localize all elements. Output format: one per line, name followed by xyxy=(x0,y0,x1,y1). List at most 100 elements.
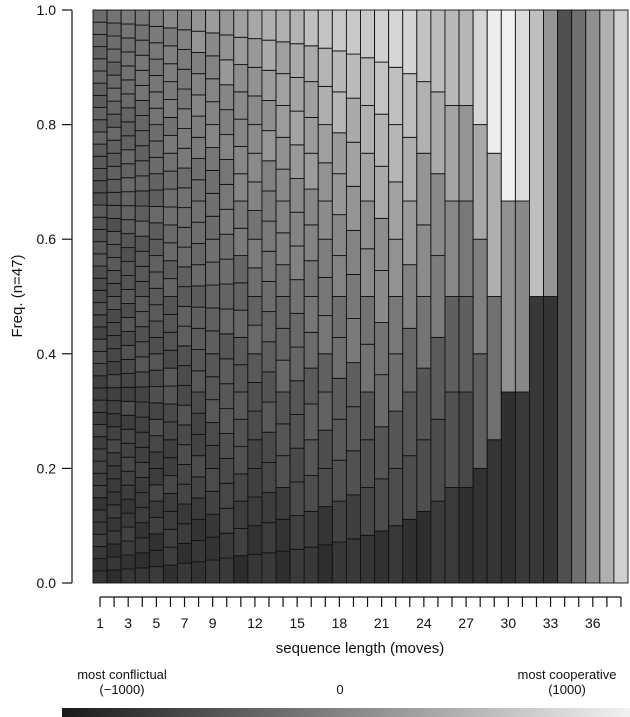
bar-column-2 xyxy=(106,9,122,584)
bar-segment xyxy=(134,24,150,41)
bar-segment xyxy=(219,109,235,136)
bar-segment xyxy=(388,66,404,126)
bar-segment xyxy=(106,270,122,284)
bar-segment xyxy=(191,179,207,202)
bar-column-23 xyxy=(402,9,418,584)
bar-segment xyxy=(134,54,150,71)
bar-segment xyxy=(317,85,333,126)
bar-segment xyxy=(134,507,150,524)
bar-segment xyxy=(92,411,108,425)
bar-segment xyxy=(205,330,221,355)
bar-column-27 xyxy=(458,9,474,584)
bar-segment xyxy=(303,403,319,441)
bar-segment xyxy=(247,496,263,527)
bar-segment xyxy=(106,426,122,441)
bar-segment xyxy=(162,493,178,512)
bar-segment xyxy=(120,554,136,570)
y-axis-title: Freq. (n=47) xyxy=(9,255,26,338)
bar-segment xyxy=(106,348,122,363)
bar-segment xyxy=(134,492,150,509)
bar-segment xyxy=(360,57,376,106)
bar-segment xyxy=(148,238,164,257)
bar-segment xyxy=(106,204,122,219)
bar-segment xyxy=(261,130,277,162)
bar-segment xyxy=(106,335,122,350)
bar-segment xyxy=(120,247,136,263)
bar-segment xyxy=(303,9,319,47)
bar-segment xyxy=(472,9,488,126)
bar-segment xyxy=(120,205,136,221)
y-axis: 0.0 0.2 0.4 0.6 0.8 1.0 xyxy=(37,2,73,591)
bar-segment xyxy=(247,95,263,126)
bar-segment xyxy=(162,134,178,154)
bar-segment xyxy=(205,307,221,332)
bar-segment xyxy=(162,421,178,441)
bar-segment xyxy=(148,336,164,355)
bar-segment xyxy=(430,91,446,175)
bar-segment xyxy=(177,404,193,426)
bar-segment xyxy=(275,487,291,520)
bar-segment xyxy=(92,326,108,340)
bar-column-21 xyxy=(374,9,390,584)
x-tick-label: 27 xyxy=(458,615,474,631)
bar-segment xyxy=(219,9,235,36)
bar-segment xyxy=(275,168,291,202)
bar-segment xyxy=(120,442,136,458)
bar-segment xyxy=(92,94,108,108)
bar-segment xyxy=(177,226,193,248)
bar-segment xyxy=(416,296,432,369)
bar-segment xyxy=(162,63,178,83)
bar-segment xyxy=(233,473,249,502)
bar-segment xyxy=(92,9,108,23)
bar-segment xyxy=(275,391,291,425)
bar-segment xyxy=(191,264,207,287)
bar-segment xyxy=(331,173,347,216)
bar-column-35 xyxy=(571,9,587,584)
bar-segment xyxy=(134,280,150,297)
x-tick-label: 24 xyxy=(416,615,432,631)
bar-segment xyxy=(120,163,136,179)
bar-segment xyxy=(289,380,305,415)
bar-segment xyxy=(388,9,404,68)
bar-segment xyxy=(430,418,446,502)
bar-column-25 xyxy=(430,9,446,584)
bar-segment xyxy=(177,543,193,564)
bar-column-15 xyxy=(289,9,305,584)
bar-segment xyxy=(162,349,178,369)
bar-segment xyxy=(177,345,193,367)
bar-segment xyxy=(92,570,108,584)
bar-segment xyxy=(148,91,164,109)
bar-segment xyxy=(317,544,333,584)
bar-segment xyxy=(177,128,193,149)
bar-segment xyxy=(177,167,193,189)
bar-segment xyxy=(388,525,404,584)
bar-segment xyxy=(360,248,376,297)
bar-segment xyxy=(120,303,136,318)
bar-segment xyxy=(92,314,108,328)
bar-column-26 xyxy=(444,9,460,584)
bar-segment xyxy=(120,65,136,81)
bar-segment xyxy=(219,433,235,459)
bar-segment xyxy=(106,569,122,584)
bar-segment xyxy=(275,455,291,488)
bar-segment xyxy=(148,206,164,224)
bar-segment xyxy=(289,312,305,348)
bar-segment xyxy=(374,9,390,63)
bar-segment xyxy=(177,187,193,209)
bar-segment xyxy=(134,205,150,222)
bar-segment xyxy=(275,105,291,138)
bar-column-22 xyxy=(388,9,404,584)
bar-segment xyxy=(219,59,235,86)
x-tick-label: 33 xyxy=(543,615,559,631)
bar-segment xyxy=(402,455,418,520)
bar-segment xyxy=(585,9,601,584)
bar-segment xyxy=(247,410,263,441)
bar-segment xyxy=(317,506,333,546)
bar-segment xyxy=(331,132,347,175)
bar-segment xyxy=(92,265,108,279)
bar-segment xyxy=(261,371,277,403)
bar-column-14 xyxy=(275,9,291,584)
legend: most conflictual (−1000) 0 most cooperat… xyxy=(62,667,630,717)
bar-segment xyxy=(303,331,319,369)
bar-segment xyxy=(233,255,249,284)
